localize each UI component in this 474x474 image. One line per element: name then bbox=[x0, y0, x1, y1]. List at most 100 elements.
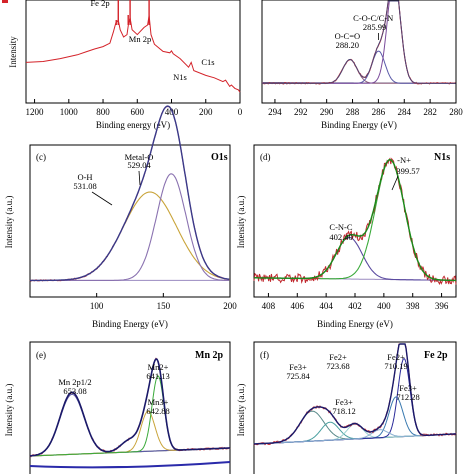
panel-b-tick-label: 284 bbox=[398, 107, 412, 117]
panel-b-peak-label: C-O-C/C-N bbox=[353, 13, 393, 23]
panel-d-tick-label: 402 bbox=[348, 301, 362, 311]
panel-c-x-ticks: 100 150 200 bbox=[90, 293, 237, 311]
panel-f-peak-labels: Fe3+725.84Fe2+723.68Fe3+718.12Fe2+710.19… bbox=[286, 352, 419, 416]
panel-e-component-peak bbox=[29, 393, 230, 457]
panel-a-tick-label: 800 bbox=[96, 107, 110, 117]
panel-a-tick-label: 0 bbox=[238, 107, 243, 117]
panel-f-component-peak bbox=[253, 396, 456, 445]
panel-c-title: O1s bbox=[211, 152, 228, 163]
panel-a-peak-label: C1s bbox=[201, 57, 214, 67]
panel-d-component-peak bbox=[254, 159, 456, 281]
panel-b-fit-line bbox=[262, 0, 456, 84]
panel-f-letter: (f) bbox=[260, 350, 269, 360]
panel-c-pointer bbox=[138, 170, 141, 186]
panel-b-component-peak bbox=[262, 50, 456, 84]
panel-a-tick-label: 1000 bbox=[60, 107, 79, 117]
panel-f-peak-label: Fe3+ bbox=[289, 362, 307, 372]
panel-b-curves bbox=[261, 0, 456, 85]
panel-d-xlabel: Binding Energy (eV) bbox=[317, 319, 393, 329]
panel-a-tick-label: 200 bbox=[199, 107, 213, 117]
panel-c-peak-value: 531.08 bbox=[73, 181, 96, 191]
panel-e-peak-value: 653.08 bbox=[63, 386, 86, 396]
panel-f-title: Fe 2p bbox=[424, 350, 448, 361]
panel-f-fit-line bbox=[253, 343, 456, 445]
panel-d-peak-value: 399.57 bbox=[396, 166, 419, 176]
panel-d-x-ticks: 408 406 404 402 400 398 396 bbox=[262, 293, 449, 311]
panel-f-peak-value: 710.19 bbox=[384, 361, 407, 371]
panel-c: (c) O1s Intensity (a.u.) Binding Energy … bbox=[4, 105, 237, 329]
panel-c-peak-label: Metal-O bbox=[125, 152, 154, 162]
panel-d-peak-value: 402.40 bbox=[329, 232, 352, 242]
panel-e-peak-label: Mn3+ bbox=[148, 397, 169, 407]
panel-f-peak-value: 712.28 bbox=[396, 392, 419, 402]
panel-a-tick-label: 1200 bbox=[26, 107, 45, 117]
panel-d-tick-label: 408 bbox=[262, 301, 276, 311]
panel-d-peak-label: C-N-C bbox=[329, 222, 352, 232]
panel-c-tick-label: 150 bbox=[157, 301, 171, 311]
panel-a-legend-mark bbox=[2, 0, 8, 3]
panel-d-ylabel: Intensity (a.u.) bbox=[236, 196, 246, 249]
panel-d: (d) N1s Intensity (a.u.) Binding Energy … bbox=[236, 144, 457, 329]
panel-a-peak-label: Fe 2p bbox=[90, 0, 109, 8]
panel-b-tick-label: 282 bbox=[423, 107, 437, 117]
panel-b-tick-label: 294 bbox=[268, 107, 282, 117]
panel-a-peak-label: Mn 2p bbox=[129, 34, 151, 44]
panel-a-xlabel: Binding energy (eV) bbox=[96, 120, 170, 130]
panel-d-title: N1s bbox=[434, 152, 450, 163]
panel-a-x-ticks: 1200 1000 800 600 400 200 0 bbox=[26, 99, 243, 117]
panel-f-peak-value: 718.12 bbox=[332, 406, 355, 416]
panel-d-letter: (d) bbox=[260, 152, 271, 162]
panel-c-letter: (c) bbox=[36, 152, 46, 162]
panel-e-bottom-line bbox=[29, 461, 231, 469]
panel-e-raw-line bbox=[29, 357, 231, 458]
panel-a-peak-labels: Fe 2p Mn 2p N1s C1s bbox=[2, 0, 215, 82]
panel-f-component-peak bbox=[253, 429, 456, 445]
panel-e-peak-value: 641.13 bbox=[146, 371, 169, 381]
panel-b-tick-label: 286 bbox=[372, 107, 386, 117]
panel-c-component-peak bbox=[30, 191, 230, 281]
panel-c-peak-value: 529.04 bbox=[127, 160, 151, 170]
panel-c-tick-label: 100 bbox=[90, 301, 104, 311]
panel-f: (f) Fe 2p Intensity (a.u.) Fe3+725.84Fe2… bbox=[236, 341, 457, 474]
panel-e-peak-label: Mn2+ bbox=[148, 362, 169, 372]
panel-e-peak-value: 642.88 bbox=[146, 406, 169, 416]
panel-f-peak-label: Fe2+ bbox=[329, 352, 347, 362]
panel-f-ylabel: Intensity (a.u.) bbox=[236, 384, 246, 437]
panel-b: Binding Energy (eV) 294 292 290 288 286 284 28… bbox=[261, 0, 463, 130]
panel-d-pointer bbox=[391, 175, 399, 191]
panel-e-fit-line bbox=[29, 358, 230, 457]
panel-f-peak-label: Fe2+ bbox=[387, 352, 405, 362]
panel-e-title: Mn 2p bbox=[195, 350, 224, 361]
panel-a-peak-label: N1s bbox=[173, 72, 187, 82]
panel-e-curves bbox=[29, 357, 231, 469]
panel-d-fit-line bbox=[254, 158, 456, 282]
panel-c-peak-label: O-H bbox=[77, 172, 92, 182]
panel-f-peak-label: Fe3+ bbox=[335, 397, 353, 407]
panel-b-tick-label: 290 bbox=[320, 107, 334, 117]
panel-e: (e) Mn 2p Intensity (a.u.) Mn 2p1/2653.0… bbox=[4, 341, 231, 474]
panel-b-tick-label: 292 bbox=[294, 107, 308, 117]
panel-b-peak-value: 285.99 bbox=[363, 22, 386, 32]
panel-b-peak-value: 288.20 bbox=[336, 40, 359, 50]
panel-b-tick-label: 280 bbox=[449, 107, 463, 117]
panel-d-tick-label: 398 bbox=[406, 301, 420, 311]
panel-c-fit-line bbox=[30, 105, 230, 282]
panel-e-letter: (e) bbox=[36, 350, 46, 360]
panel-e-peak-label: Mn 2p1/2 bbox=[58, 377, 91, 387]
panel-a: Intensity Binding energy (eV) 1200 1000 80… bbox=[2, 0, 243, 130]
panel-c-raw-line bbox=[29, 105, 230, 282]
panel-c-tick-label: 200 bbox=[223, 301, 237, 311]
panel-f-component-peak bbox=[253, 357, 456, 445]
panel-d-raw-line bbox=[253, 157, 457, 286]
panel-d-peak-label: -N+ bbox=[397, 155, 411, 165]
panel-c-ylabel: Intensity (a.u.) bbox=[4, 196, 14, 249]
panel-c-curves bbox=[29, 105, 230, 282]
panel-f-peak-value: 723.68 bbox=[326, 361, 349, 371]
panel-a-survey-line bbox=[25, 15, 241, 93]
panel-d-tick-label: 400 bbox=[377, 301, 391, 311]
